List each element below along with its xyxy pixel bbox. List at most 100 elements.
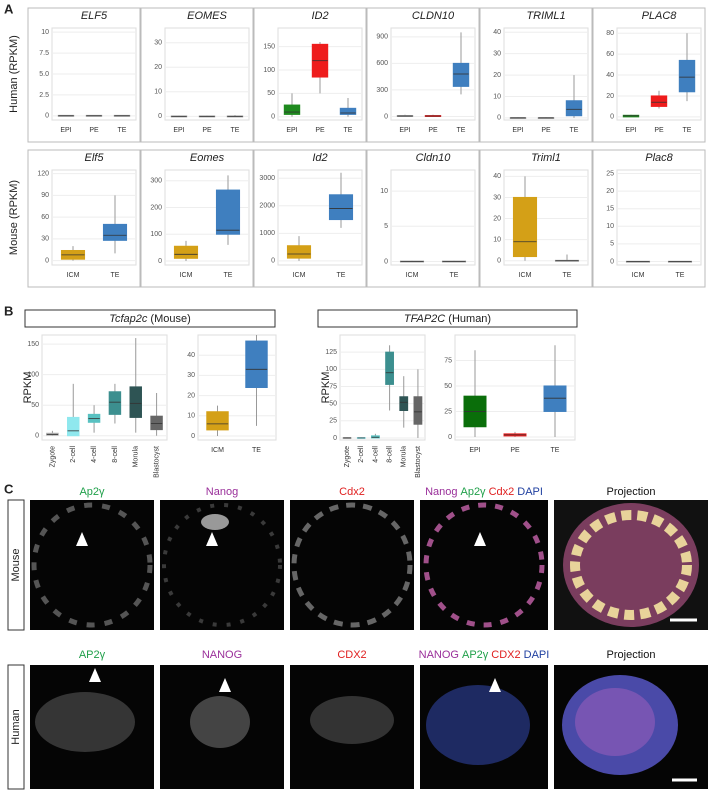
y-tick-label: 10 <box>606 223 614 230</box>
chart-frame <box>479 149 593 288</box>
x-tick-label: ICM <box>67 272 80 279</box>
x-tick-label: PE <box>541 127 551 134</box>
x-tick-label: 4-cell <box>372 446 379 463</box>
chart-frame <box>479 7 593 143</box>
box <box>678 59 696 93</box>
x-tick-label: ICM <box>211 447 224 454</box>
x-tick-label: 4-cell <box>91 446 98 463</box>
y-tick-label: 0 <box>158 258 162 265</box>
label-part: Ap2γ <box>79 486 105 498</box>
y-tick-label: 5.0 <box>39 71 49 78</box>
x-tick-label: ICM <box>406 272 419 279</box>
microscopy-images <box>30 500 708 789</box>
y-tick-label: 300 <box>150 178 162 185</box>
plot-area <box>503 169 589 266</box>
y-tick-label: 0 <box>191 433 195 440</box>
image-label: AP2γ <box>79 649 106 661</box>
y-tick-label: 15 <box>606 206 614 213</box>
x-tick-label: PE <box>89 127 99 134</box>
chart-frame <box>253 149 367 288</box>
box <box>215 189 241 235</box>
panel-header: TFAP2C (Human) <box>404 313 491 325</box>
y-tick-label: 20 <box>154 64 162 71</box>
y-tick-label: 100 <box>150 231 162 238</box>
y-tick-label: 40 <box>493 173 501 180</box>
x-tick-label: TE <box>231 127 240 134</box>
chart-title: Elf5 <box>85 152 105 164</box>
y-tick-label: 600 <box>376 60 388 67</box>
image-content <box>575 688 655 756</box>
y-tick-label: 30 <box>154 40 162 47</box>
image-label: Ap2γ <box>79 486 105 498</box>
y-tick-label: 30 <box>493 51 501 58</box>
chart-frame <box>27 7 141 143</box>
chart-frame <box>27 149 141 288</box>
header-part: Tcfap2c <box>109 313 148 325</box>
panel-header: Tcfap2c (Mouse) <box>109 313 191 325</box>
y-tick-label: 0 <box>497 115 501 122</box>
image-content <box>570 510 692 620</box>
chart-frame <box>592 149 706 288</box>
x-tick-label: EPI <box>399 127 410 134</box>
header-part: (Human) <box>445 313 491 325</box>
x-tick-label: TE <box>683 127 692 134</box>
label-part: Projection <box>607 649 656 661</box>
y-tick-label: 20 <box>606 93 614 100</box>
chart-frame <box>140 149 254 288</box>
x-tick-label: PE <box>315 127 325 134</box>
x-tick-label: TE <box>224 272 233 279</box>
box <box>206 411 229 431</box>
image-content <box>31 502 153 628</box>
label-part: Nanog <box>206 486 238 498</box>
header-part: (Mouse) <box>147 313 190 325</box>
y-tick-label: 2.5 <box>39 92 49 99</box>
y-axis-label: RPKM <box>320 372 332 404</box>
label-part: Cdx2 <box>489 486 515 498</box>
y-tick-label: 3000 <box>259 175 275 182</box>
image <box>420 500 548 630</box>
label-part: CDX2 <box>491 649 520 661</box>
y-tick-label: 20 <box>606 188 614 195</box>
y-tick-label: 60 <box>606 51 614 58</box>
y-tick-label: 75 <box>444 357 452 364</box>
chart-title: PLAC8 <box>642 10 678 22</box>
y-tick-label: 150 <box>263 44 275 51</box>
y-tick-label: 25 <box>606 170 614 177</box>
x-tick-label: EPI <box>60 127 71 134</box>
image-content <box>35 692 135 752</box>
x-tick-label: ICM <box>180 272 193 279</box>
y-tick-label: 10 <box>493 237 501 244</box>
label-part: Projection <box>607 486 656 498</box>
header-box <box>317 309 578 328</box>
header-box <box>24 309 276 328</box>
x-tick-label: Morula <box>401 446 408 468</box>
y-tick-label: 5 <box>384 223 388 230</box>
y-tick-label: 100 <box>325 366 337 373</box>
y-tick-label: 50 <box>267 90 275 97</box>
box <box>108 391 122 415</box>
row-label: Mouse <box>10 548 22 581</box>
image <box>290 500 414 630</box>
y-tick-label: 10 <box>493 93 501 100</box>
y-tick-label: 25 <box>329 418 337 425</box>
label-part: NANOG <box>202 649 242 661</box>
plot-area <box>164 27 250 121</box>
plot-area <box>503 27 589 121</box>
box <box>129 386 142 418</box>
y-tick-label: 0 <box>448 434 452 441</box>
box <box>650 95 668 107</box>
y-tick-label: 0 <box>384 258 388 265</box>
y-tick-label: 80 <box>606 30 614 37</box>
chart-title: Id2 <box>312 152 327 164</box>
x-tick-label: Zygote <box>49 446 56 468</box>
label-part: Nanog <box>425 486 457 498</box>
y-tick-label: 7.5 <box>39 50 49 57</box>
y-tick-label: 150 <box>27 341 39 348</box>
y-tick-label: 10 <box>41 29 49 36</box>
y-tick-label: 60 <box>41 214 49 221</box>
x-tick-label: Zygote <box>344 446 351 468</box>
x-tick-label: Blastocyst <box>415 446 422 478</box>
y-tick-label: 10 <box>380 188 388 195</box>
y-tick-label: 0 <box>497 258 501 265</box>
arrowhead <box>489 678 501 692</box>
